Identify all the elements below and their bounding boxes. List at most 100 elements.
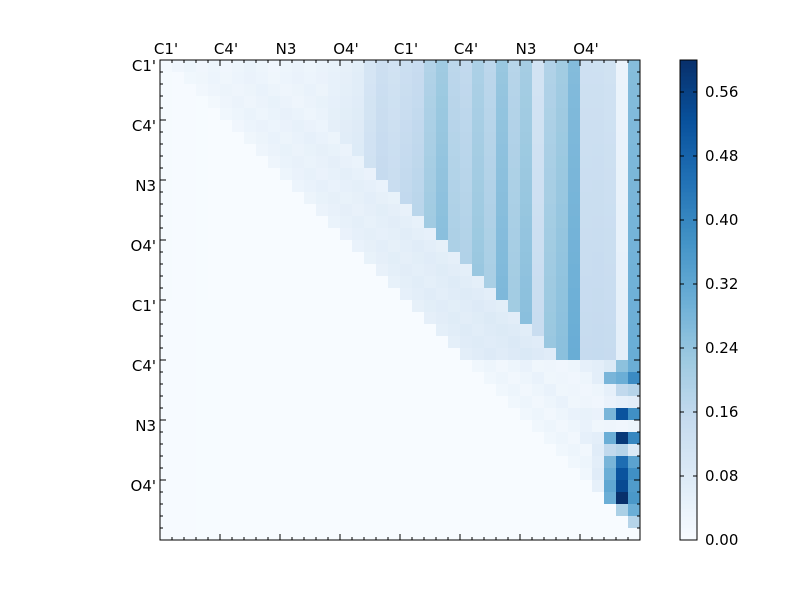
heatmap-cell — [400, 336, 413, 349]
heatmap-cell — [376, 84, 389, 97]
heatmap-cell — [448, 156, 461, 169]
heatmap-cell — [604, 312, 617, 325]
colorbar-segment — [680, 512, 697, 517]
heatmap-cell — [220, 420, 233, 433]
heatmap-cell — [520, 228, 533, 241]
heatmap-cell — [316, 132, 329, 145]
x-tick-label: C4' — [454, 40, 478, 58]
heatmap-cell — [196, 456, 209, 469]
heatmap-cell — [544, 96, 557, 109]
heatmap-cell — [340, 72, 353, 85]
heatmap-cell — [580, 480, 593, 493]
heatmap-cell — [268, 204, 281, 217]
heatmap-cell — [256, 276, 269, 289]
heatmap-cell — [424, 132, 437, 145]
heatmap-cell — [508, 264, 521, 277]
heatmap-cell — [364, 60, 377, 73]
heatmap-cell — [376, 384, 389, 397]
heatmap-cell — [484, 396, 497, 409]
heatmap-cell — [232, 144, 245, 157]
heatmap-cell — [268, 456, 281, 469]
heatmap-cell — [496, 168, 509, 181]
colorbar-tick-label: 0.40 — [705, 211, 738, 229]
heatmap-cell — [532, 396, 545, 409]
heatmap-cell — [304, 480, 317, 493]
heatmap-cell — [388, 456, 401, 469]
heatmap-cell — [376, 480, 389, 493]
heatmap-cell — [436, 372, 449, 385]
heatmap-cell — [208, 144, 221, 157]
heatmap-cell — [592, 72, 605, 85]
heatmap-cell — [316, 516, 329, 529]
heatmap-cell — [244, 396, 257, 409]
heatmap-cell — [280, 384, 293, 397]
heatmap-cell — [364, 336, 377, 349]
colorbar-segment — [680, 248, 697, 253]
colorbar-segment — [680, 156, 697, 161]
heatmap-cell — [316, 408, 329, 421]
heatmap-cell — [232, 264, 245, 277]
heatmap-cell — [196, 108, 209, 121]
heatmap-cell — [232, 120, 245, 133]
heatmap-cell — [292, 504, 305, 517]
heatmap-cell — [352, 432, 365, 445]
heatmap-cell — [292, 156, 305, 169]
heatmap-cell — [304, 528, 317, 541]
heatmap-cell — [280, 372, 293, 385]
heatmap-cell — [496, 120, 509, 133]
heatmap-cell — [376, 348, 389, 361]
heatmap-cell — [220, 204, 233, 217]
heatmap-cell — [520, 60, 533, 73]
colorbar-segment — [680, 456, 697, 461]
heatmap-cell — [220, 444, 233, 457]
heatmap-cell — [400, 480, 413, 493]
heatmap-cell — [580, 120, 593, 133]
heatmap-cell — [532, 168, 545, 181]
colorbar-frame — [679, 59, 698, 541]
heatmap-cell — [328, 444, 341, 457]
heatmap-cell — [220, 120, 233, 133]
heatmap-cell — [544, 384, 557, 397]
heatmap-cell — [616, 528, 629, 541]
heatmap-cell — [220, 192, 233, 205]
heatmap-cell — [496, 432, 509, 445]
heatmap-cell — [544, 192, 557, 205]
heatmap-cell — [604, 420, 617, 433]
heatmap-cell — [232, 504, 245, 517]
heatmap-cell — [352, 192, 365, 205]
heatmap-cell — [244, 276, 257, 289]
heatmap-cell — [328, 432, 341, 445]
heatmap-cell — [568, 288, 581, 301]
heatmap-cell — [460, 264, 473, 277]
heatmap-cell — [256, 312, 269, 325]
heatmap-cell — [508, 480, 521, 493]
heatmap-cell — [508, 108, 521, 121]
heatmap-cell — [160, 132, 173, 145]
colorbar-segment — [680, 344, 697, 349]
heatmap-cell — [280, 492, 293, 505]
heatmap-cell — [448, 324, 461, 337]
heatmap-cell — [568, 372, 581, 385]
heatmap-cell — [256, 180, 269, 193]
heatmap-cell — [604, 372, 617, 385]
heatmap-cell — [160, 216, 173, 229]
heatmap-cell — [184, 180, 197, 193]
heatmap-cell — [256, 456, 269, 469]
heatmap-cell — [328, 408, 341, 421]
heatmap-cell — [604, 444, 617, 457]
heatmap-cell — [580, 456, 593, 469]
heatmap-cell — [460, 204, 473, 217]
heatmap-cell — [412, 492, 425, 505]
heatmap-cell — [184, 492, 197, 505]
heatmap-cell — [568, 516, 581, 529]
heatmap-cell — [544, 168, 557, 181]
heatmap-cell — [544, 456, 557, 469]
heatmap-cell — [520, 144, 533, 157]
heatmap-cell — [328, 252, 341, 265]
colorbar-segment — [680, 92, 697, 97]
heatmap-cell — [448, 408, 461, 421]
heatmap-cell — [544, 288, 557, 301]
heatmap-cell — [196, 324, 209, 337]
heatmap-cell — [508, 456, 521, 469]
heatmap-cell — [484, 180, 497, 193]
